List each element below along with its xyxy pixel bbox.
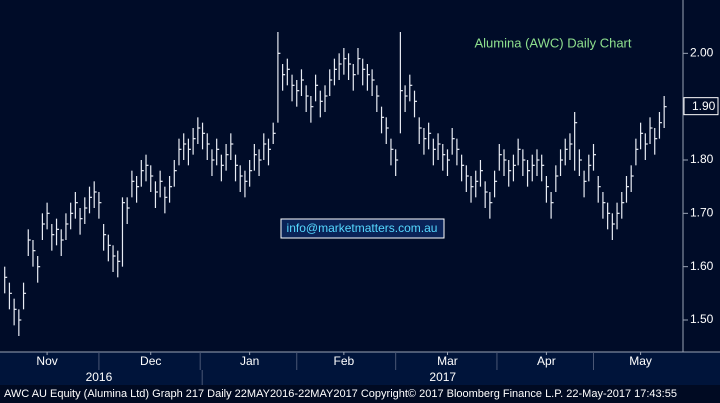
x-tick-label: Feb xyxy=(334,354,355,368)
x-tick-label: May xyxy=(629,354,652,368)
last-price-label: 1.90 xyxy=(692,99,716,113)
x-tick-label: Apr xyxy=(537,354,556,368)
last-price-box xyxy=(683,97,719,116)
y-tick-label: 1.50 xyxy=(690,312,714,326)
x-tick-label: Nov xyxy=(36,354,57,368)
axis-band xyxy=(0,352,720,385)
footer: AWC AU Equity (Alumina Ltd) Graph 217 Da… xyxy=(4,388,677,400)
x-tick-label: Jan xyxy=(240,354,259,368)
y-tick-label: 2.00 xyxy=(690,46,714,60)
footer-band xyxy=(0,385,720,403)
chart-title: Alumina (AWC) Daily Chart xyxy=(475,35,632,50)
year-label: 2016 xyxy=(86,370,113,384)
y-tick-label: 1.70 xyxy=(690,206,714,220)
x-tick-label: Dec xyxy=(140,354,161,368)
y-tick-label: 1.60 xyxy=(690,259,714,273)
year-label: 2017 xyxy=(429,370,456,384)
y-tick-label: 1.80 xyxy=(690,152,714,166)
annotation: info@marketmatters.com.au xyxy=(287,221,438,235)
x-tick-label: Mar xyxy=(437,354,458,368)
annotation-box xyxy=(280,218,445,239)
